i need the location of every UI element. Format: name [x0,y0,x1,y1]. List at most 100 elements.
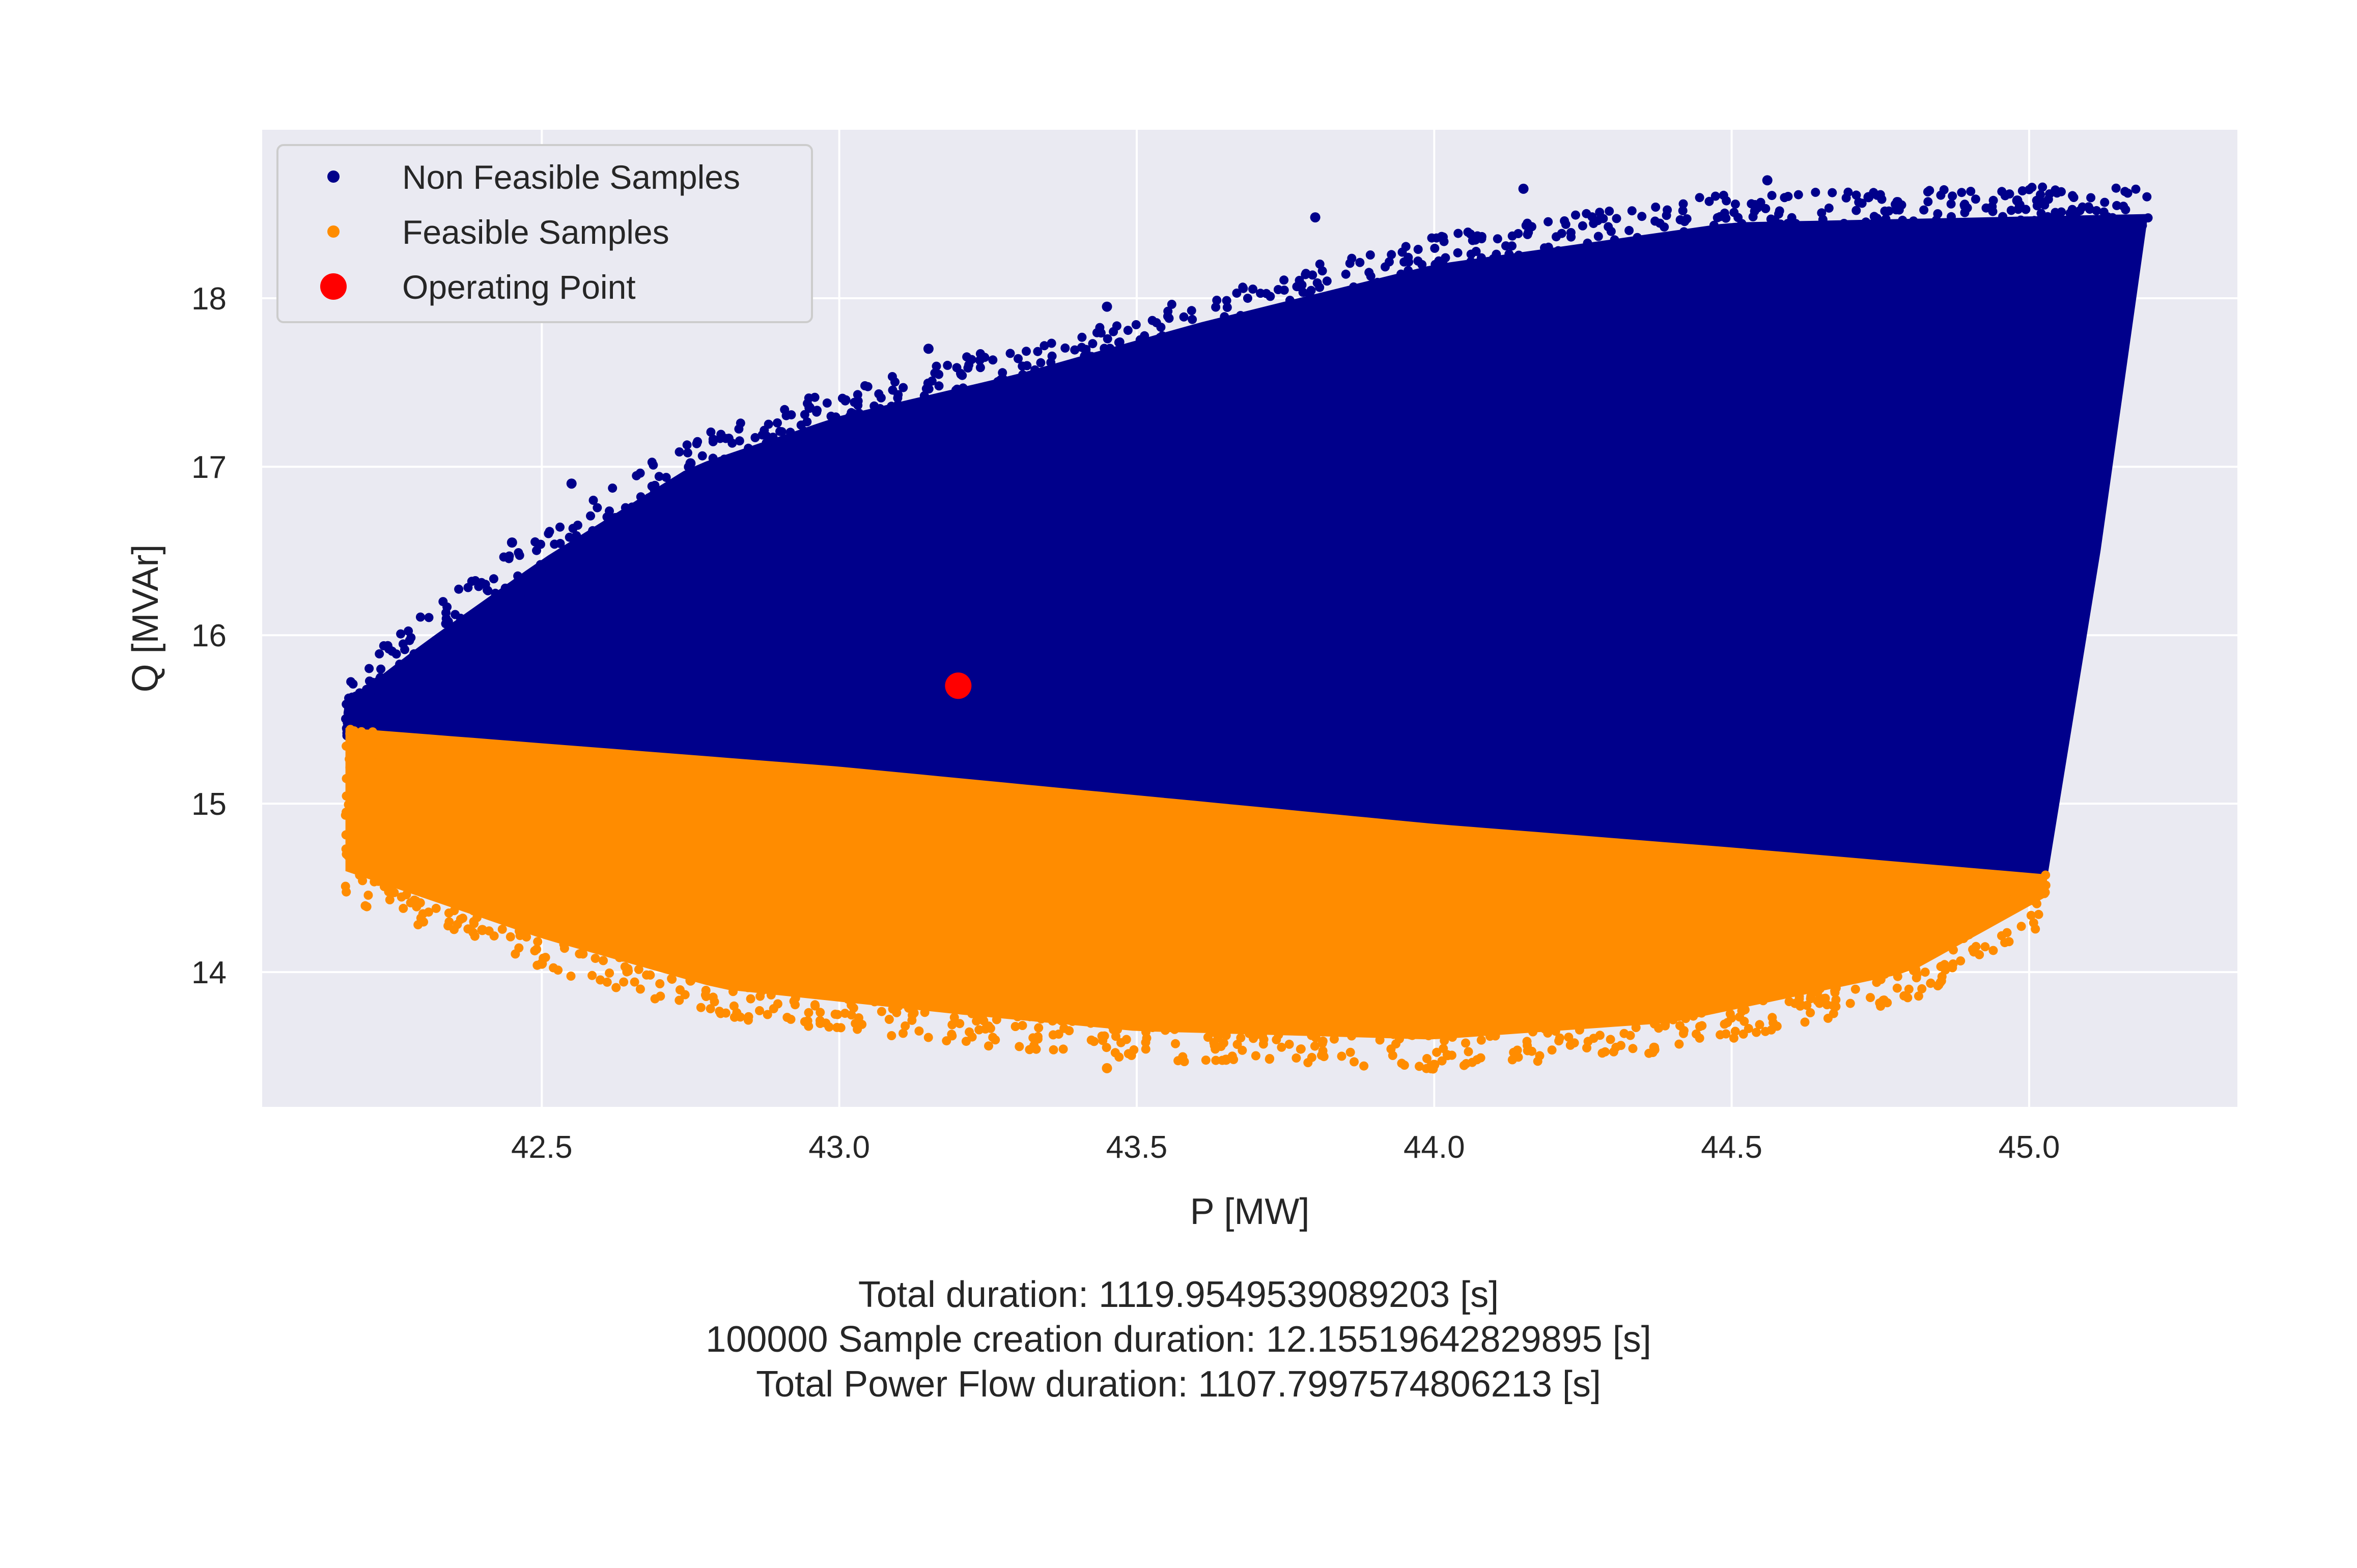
series-1-point [1692,1029,1701,1039]
series-0-point [1060,343,1070,353]
series-1-point [1498,1001,1507,1011]
series-0-point [1918,222,1927,232]
series-0-point [608,483,618,493]
series-0-point [1167,300,1176,309]
series-1-point [760,963,770,973]
y-tick-label: 17 [191,450,227,485]
series-1-point [1396,1008,1406,1017]
series-1-point [1507,1055,1517,1065]
series-0-point [1404,266,1413,275]
series-0-point [988,355,998,365]
series-0-point [697,451,707,461]
series-0-point [1222,303,1232,312]
series-1-point [433,887,442,897]
series-1-point [955,1019,965,1029]
series-1-point [431,903,441,913]
series-0-point [2052,188,2062,198]
series-0-point [1346,295,1356,304]
series-0-point [1662,235,1671,244]
series-0-point [1566,232,1576,242]
series-0-point [1018,370,1027,380]
series-1-point [505,907,515,916]
series-0-point [1514,250,1524,260]
series-1-point [706,1004,715,1014]
series-1-point [1611,1042,1621,1052]
series-0-point [2071,212,2081,222]
series-0-point [1983,237,1993,246]
series-1-point [1806,1008,1815,1017]
series-0-point [2118,222,2127,232]
series-0-point [941,404,951,414]
series-0-point [975,356,985,365]
series-0-point [1662,253,1671,263]
series-0-point [1073,381,1082,391]
x-tick-label: 42.5 [511,1130,573,1165]
series-0-point [1824,203,1834,213]
series-1-point [906,983,916,993]
series-1-point [1541,1012,1551,1022]
series-0-point [803,447,813,457]
series-0-point [1147,316,1157,325]
series-0-point [565,532,574,542]
series-0-point [1483,278,1493,288]
series-0-point [1933,209,1943,218]
series-1-point [590,931,599,941]
series-1-point [1258,1022,1268,1032]
series-1-point [1644,992,1654,1002]
series-1-point [974,1011,984,1021]
series-0-point [1058,382,1068,391]
series-1-point [1675,1021,1685,1031]
series-1-point [995,1001,1005,1010]
series-0-point [708,435,718,444]
series-1-point [736,1012,745,1022]
series-0-point [1767,191,1777,201]
series-1-point [1893,972,1902,981]
series-1-point [853,1024,862,1034]
y-tick-label: 15 [191,787,227,822]
series-0-point [424,651,433,661]
series-0-point [849,429,859,439]
series-0-point [1205,343,1215,353]
series-1-point [372,810,382,820]
series-0-point [1385,257,1394,267]
series-0-point [1404,273,1414,282]
caption-power-flow-duration: Total Power Flow duration: 1107.79975748… [756,1364,1601,1405]
series-1-point [1211,1056,1221,1065]
series-1-point [1228,1000,1238,1010]
series-0-point [1269,307,1278,317]
series-1-point [1113,1024,1123,1034]
series-0-point [1476,253,1486,263]
series-0-point [1030,365,1040,375]
series-1-point [1413,1026,1422,1036]
series-1-point [2041,870,2051,880]
series-1-point [965,1027,974,1037]
series-0-point [1619,239,1629,249]
series-0-point [500,583,510,593]
series-0-point [1428,267,1438,277]
series-1-point [1766,1025,1776,1035]
series-0-point [2038,182,2047,192]
series-0-point [1404,257,1414,267]
series-0-point [1948,191,1957,201]
series-0-point [1926,226,1935,236]
series-0-point [1315,282,1325,292]
series-1-point [884,1015,894,1024]
series-0-point [1885,241,1894,251]
series-0-point [1909,216,1918,226]
series-1-point [815,1016,825,1025]
series-1-point [1140,1018,1150,1028]
series-1-point [984,1041,993,1051]
series-0-point [710,480,720,490]
series-0-point [1945,229,1954,238]
series-1-point [1871,946,1881,955]
series-1-point [497,924,507,934]
series-0-point [1872,190,1882,200]
series-0-point [1453,229,1463,238]
series-1-point [1044,1010,1053,1020]
legend-marker-operating-point [320,273,347,300]
series-0-point [1208,332,1217,342]
series-1-point [1201,1056,1211,1065]
legend-marker-non-feasible [327,170,340,183]
series-0-point [1275,307,1285,317]
series-0-point [1413,245,1423,254]
